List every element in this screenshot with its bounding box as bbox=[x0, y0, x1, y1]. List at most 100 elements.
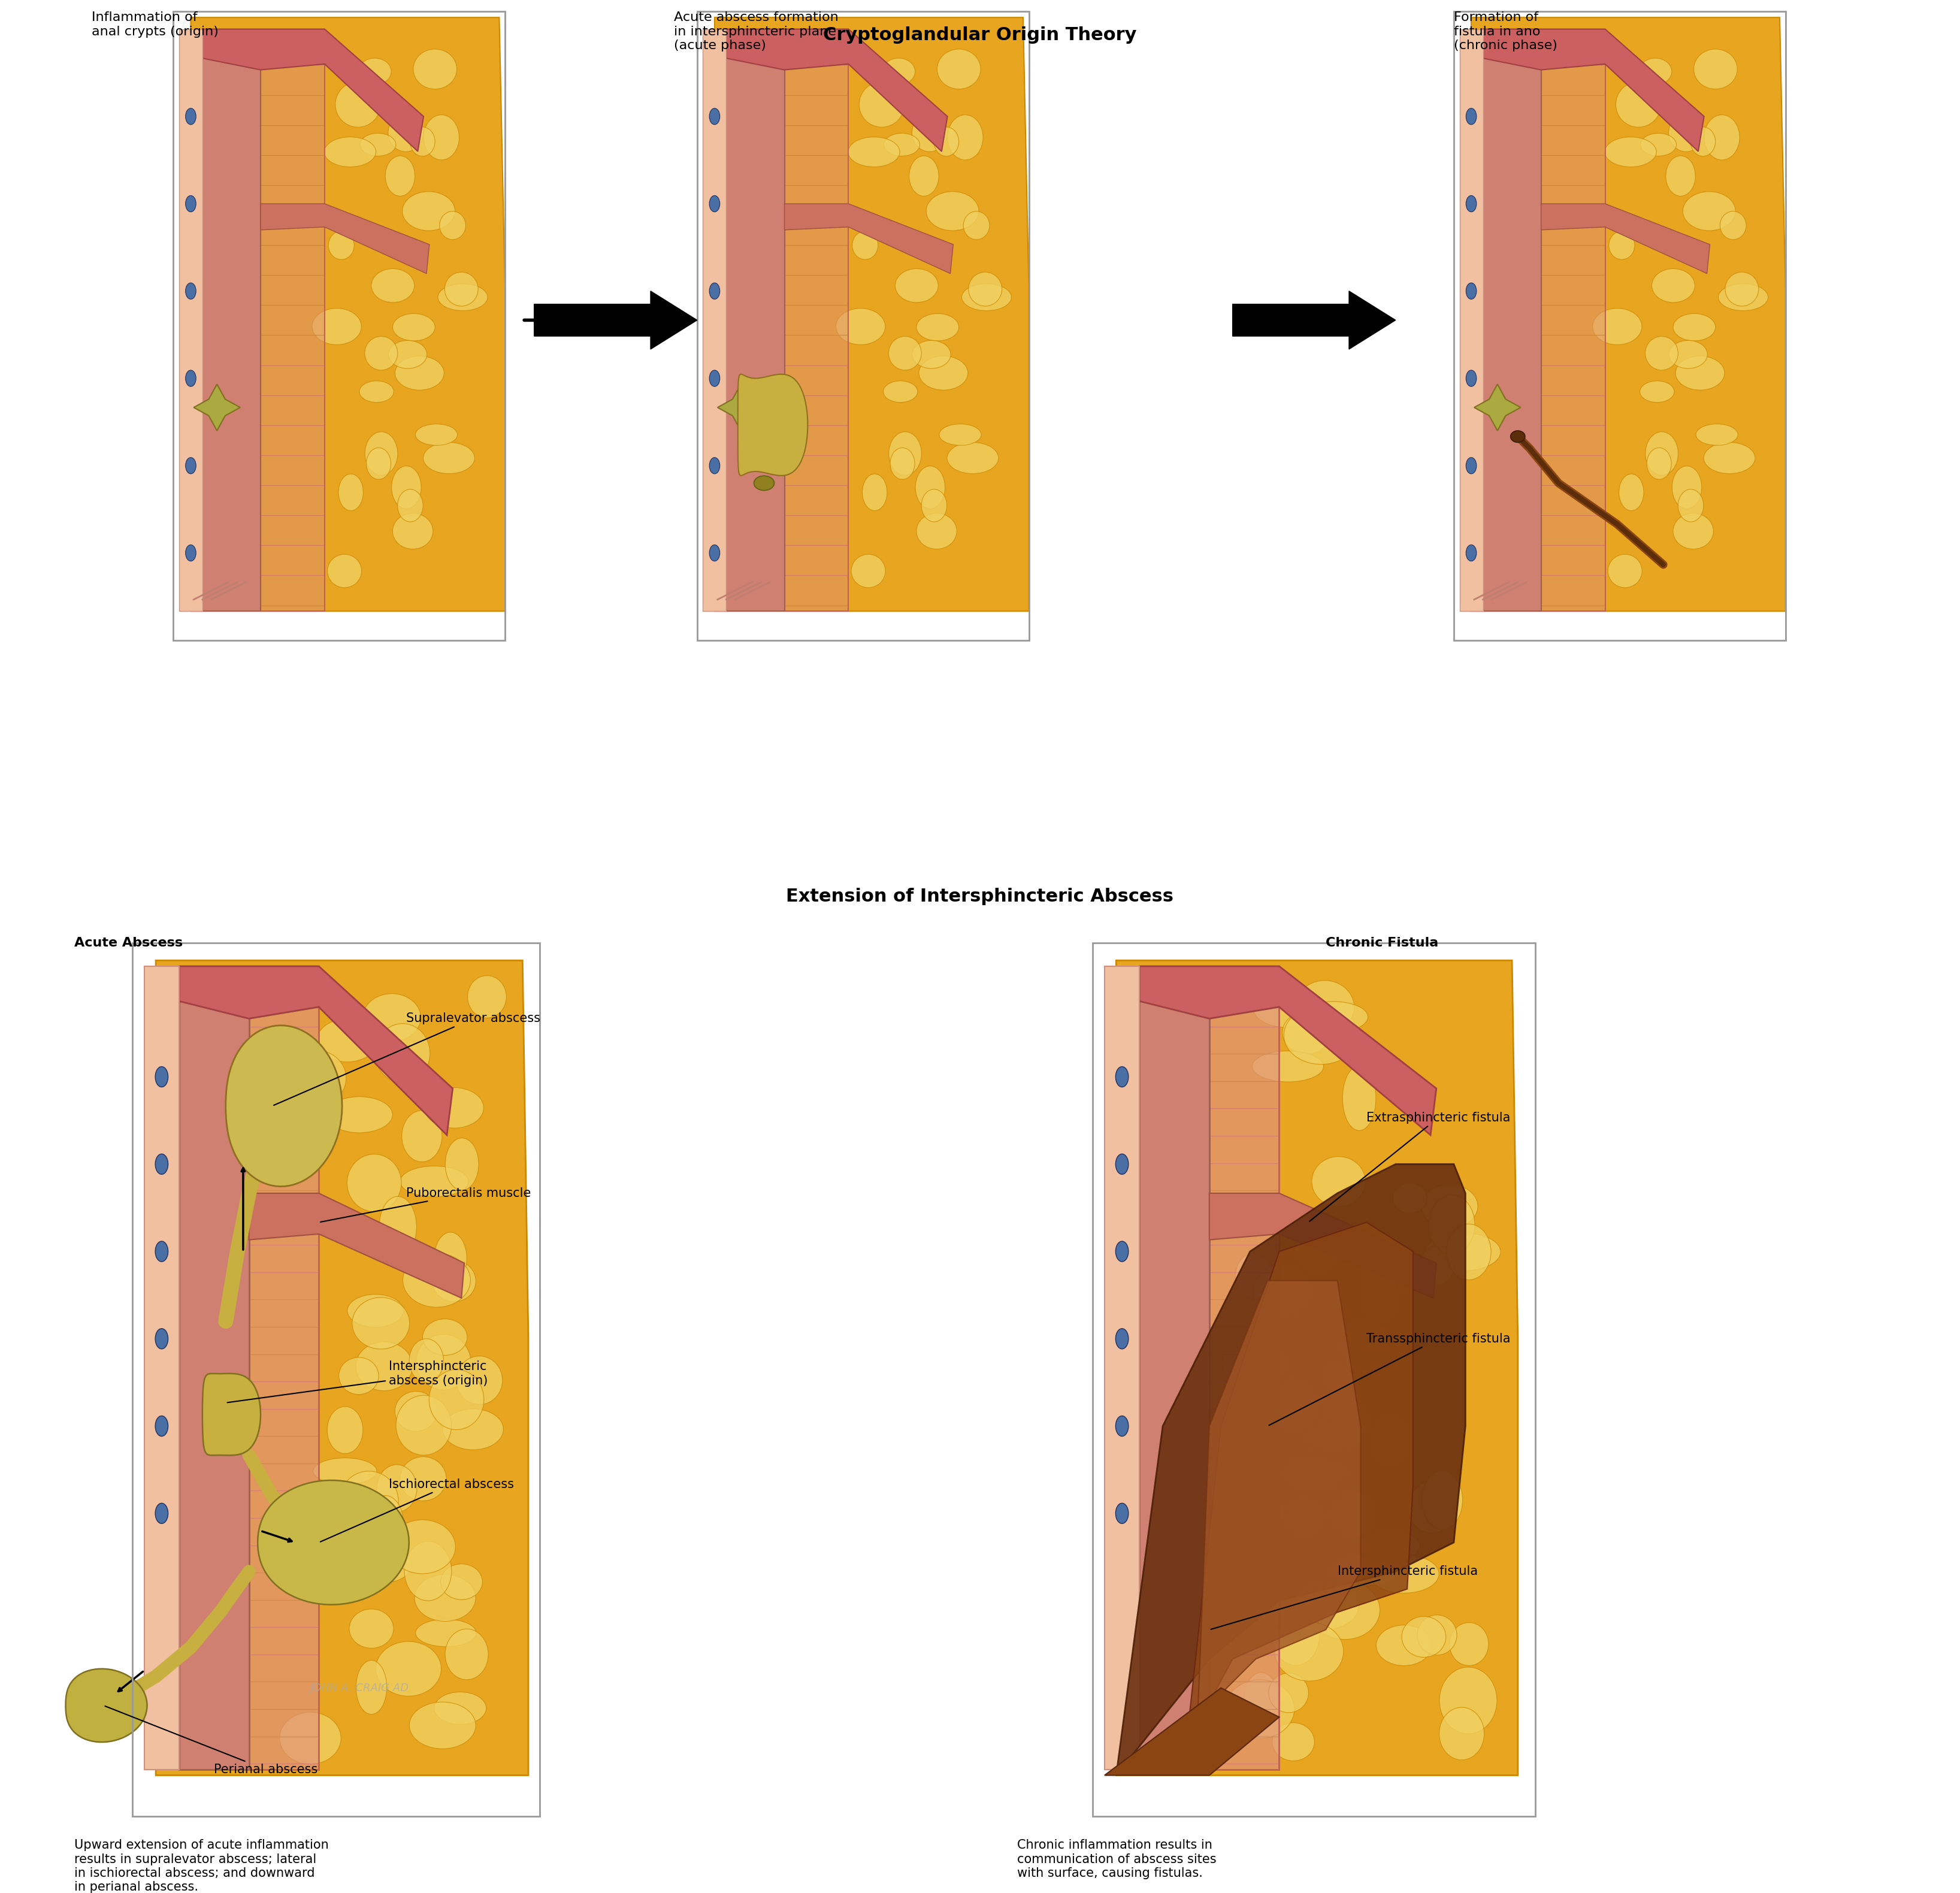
Ellipse shape bbox=[347, 1295, 404, 1327]
Polygon shape bbox=[727, 28, 784, 611]
Ellipse shape bbox=[339, 1471, 398, 1531]
Ellipse shape bbox=[441, 1564, 482, 1600]
Polygon shape bbox=[190, 17, 506, 611]
Text: JOHN A. CRAIG AD: JOHN A. CRAIG AD bbox=[310, 1683, 410, 1694]
Polygon shape bbox=[784, 28, 849, 611]
Ellipse shape bbox=[410, 127, 435, 157]
Ellipse shape bbox=[445, 1138, 478, 1191]
Polygon shape bbox=[704, 28, 727, 611]
Ellipse shape bbox=[921, 488, 947, 522]
Bar bbox=[133, 943, 539, 1815]
Ellipse shape bbox=[425, 1088, 484, 1128]
Text: Extension of Intersphincteric Abscess: Extension of Intersphincteric Abscess bbox=[786, 888, 1174, 905]
Text: Acute abscess formation
in intersphincteric plane
(acute phase): Acute abscess formation in intersphincte… bbox=[674, 11, 839, 51]
Ellipse shape bbox=[155, 1066, 169, 1087]
Polygon shape bbox=[1541, 28, 1605, 611]
Text: Acute Abscess: Acute Abscess bbox=[74, 937, 182, 948]
Ellipse shape bbox=[1652, 269, 1695, 303]
Polygon shape bbox=[65, 1670, 147, 1742]
Ellipse shape bbox=[888, 432, 921, 475]
Ellipse shape bbox=[862, 473, 888, 511]
Text: Transsphincteric fistula: Transsphincteric fistula bbox=[1268, 1333, 1511, 1425]
Ellipse shape bbox=[1429, 1194, 1474, 1255]
Ellipse shape bbox=[1360, 1272, 1399, 1321]
Ellipse shape bbox=[186, 458, 196, 473]
Polygon shape bbox=[145, 965, 178, 1770]
Ellipse shape bbox=[410, 1338, 443, 1382]
Ellipse shape bbox=[939, 424, 982, 445]
Polygon shape bbox=[1115, 1164, 1466, 1776]
Ellipse shape bbox=[1703, 443, 1754, 473]
Ellipse shape bbox=[468, 975, 506, 1018]
Polygon shape bbox=[1105, 965, 1139, 1770]
Ellipse shape bbox=[1252, 1265, 1311, 1319]
Polygon shape bbox=[1484, 28, 1541, 611]
Ellipse shape bbox=[186, 371, 196, 386]
Ellipse shape bbox=[416, 1619, 476, 1647]
Ellipse shape bbox=[378, 1196, 417, 1257]
Ellipse shape bbox=[919, 356, 968, 390]
Ellipse shape bbox=[323, 136, 376, 167]
Ellipse shape bbox=[433, 1261, 476, 1302]
Polygon shape bbox=[157, 960, 529, 1776]
Ellipse shape bbox=[937, 49, 980, 89]
Ellipse shape bbox=[186, 545, 196, 560]
Ellipse shape bbox=[1343, 1066, 1376, 1130]
Ellipse shape bbox=[1358, 1531, 1421, 1560]
Ellipse shape bbox=[1252, 988, 1319, 1028]
Ellipse shape bbox=[347, 1155, 402, 1212]
Ellipse shape bbox=[1674, 314, 1715, 341]
Ellipse shape bbox=[1329, 1554, 1401, 1586]
Polygon shape bbox=[1186, 1223, 1413, 1745]
Ellipse shape bbox=[1466, 545, 1476, 560]
Ellipse shape bbox=[1309, 1581, 1380, 1639]
Ellipse shape bbox=[1609, 231, 1635, 259]
Ellipse shape bbox=[1298, 1001, 1368, 1032]
Ellipse shape bbox=[1725, 273, 1758, 307]
Polygon shape bbox=[249, 1193, 465, 1299]
Ellipse shape bbox=[710, 282, 719, 299]
Ellipse shape bbox=[359, 59, 392, 85]
Ellipse shape bbox=[1321, 1359, 1360, 1393]
Polygon shape bbox=[202, 1374, 261, 1456]
Ellipse shape bbox=[962, 284, 1011, 310]
Text: Upward extension of acute inflammation
results in supralevator abscess; lateral
: Upward extension of acute inflammation r… bbox=[74, 1840, 329, 1893]
Ellipse shape bbox=[1668, 341, 1707, 369]
Ellipse shape bbox=[1691, 127, 1715, 157]
Text: Supralevator abscess: Supralevator abscess bbox=[274, 1013, 541, 1106]
Ellipse shape bbox=[423, 443, 474, 473]
Ellipse shape bbox=[1421, 1185, 1478, 1229]
Bar bbox=[172, 11, 506, 640]
Ellipse shape bbox=[402, 191, 455, 231]
Ellipse shape bbox=[186, 108, 196, 125]
Ellipse shape bbox=[1409, 1482, 1454, 1533]
Ellipse shape bbox=[1329, 1492, 1376, 1537]
Ellipse shape bbox=[1593, 309, 1642, 345]
Ellipse shape bbox=[1666, 155, 1695, 197]
Ellipse shape bbox=[404, 1541, 451, 1601]
Ellipse shape bbox=[917, 513, 956, 549]
Ellipse shape bbox=[376, 1641, 441, 1696]
Ellipse shape bbox=[439, 212, 466, 240]
Ellipse shape bbox=[429, 1369, 484, 1429]
Polygon shape bbox=[178, 28, 202, 611]
Polygon shape bbox=[225, 1026, 343, 1187]
Ellipse shape bbox=[933, 127, 958, 157]
Ellipse shape bbox=[349, 1609, 394, 1649]
Ellipse shape bbox=[1646, 449, 1672, 479]
Text: Ischiorectal abscess: Ischiorectal abscess bbox=[319, 1478, 514, 1541]
Polygon shape bbox=[1105, 1689, 1280, 1776]
Polygon shape bbox=[194, 384, 241, 432]
Ellipse shape bbox=[1615, 81, 1660, 127]
Text: Intersphincteric fistula: Intersphincteric fistula bbox=[1211, 1566, 1478, 1630]
Ellipse shape bbox=[400, 1458, 447, 1501]
Ellipse shape bbox=[1272, 1723, 1315, 1760]
Ellipse shape bbox=[398, 488, 423, 522]
Polygon shape bbox=[202, 28, 423, 151]
Ellipse shape bbox=[368, 1495, 404, 1547]
Polygon shape bbox=[1472, 17, 1786, 611]
Ellipse shape bbox=[1292, 1583, 1358, 1630]
Ellipse shape bbox=[1644, 337, 1678, 371]
Ellipse shape bbox=[1719, 284, 1768, 310]
Text: Formation of
fistula in ano
(chronic phase): Formation of fistula in ano (chronic pha… bbox=[1454, 11, 1558, 51]
